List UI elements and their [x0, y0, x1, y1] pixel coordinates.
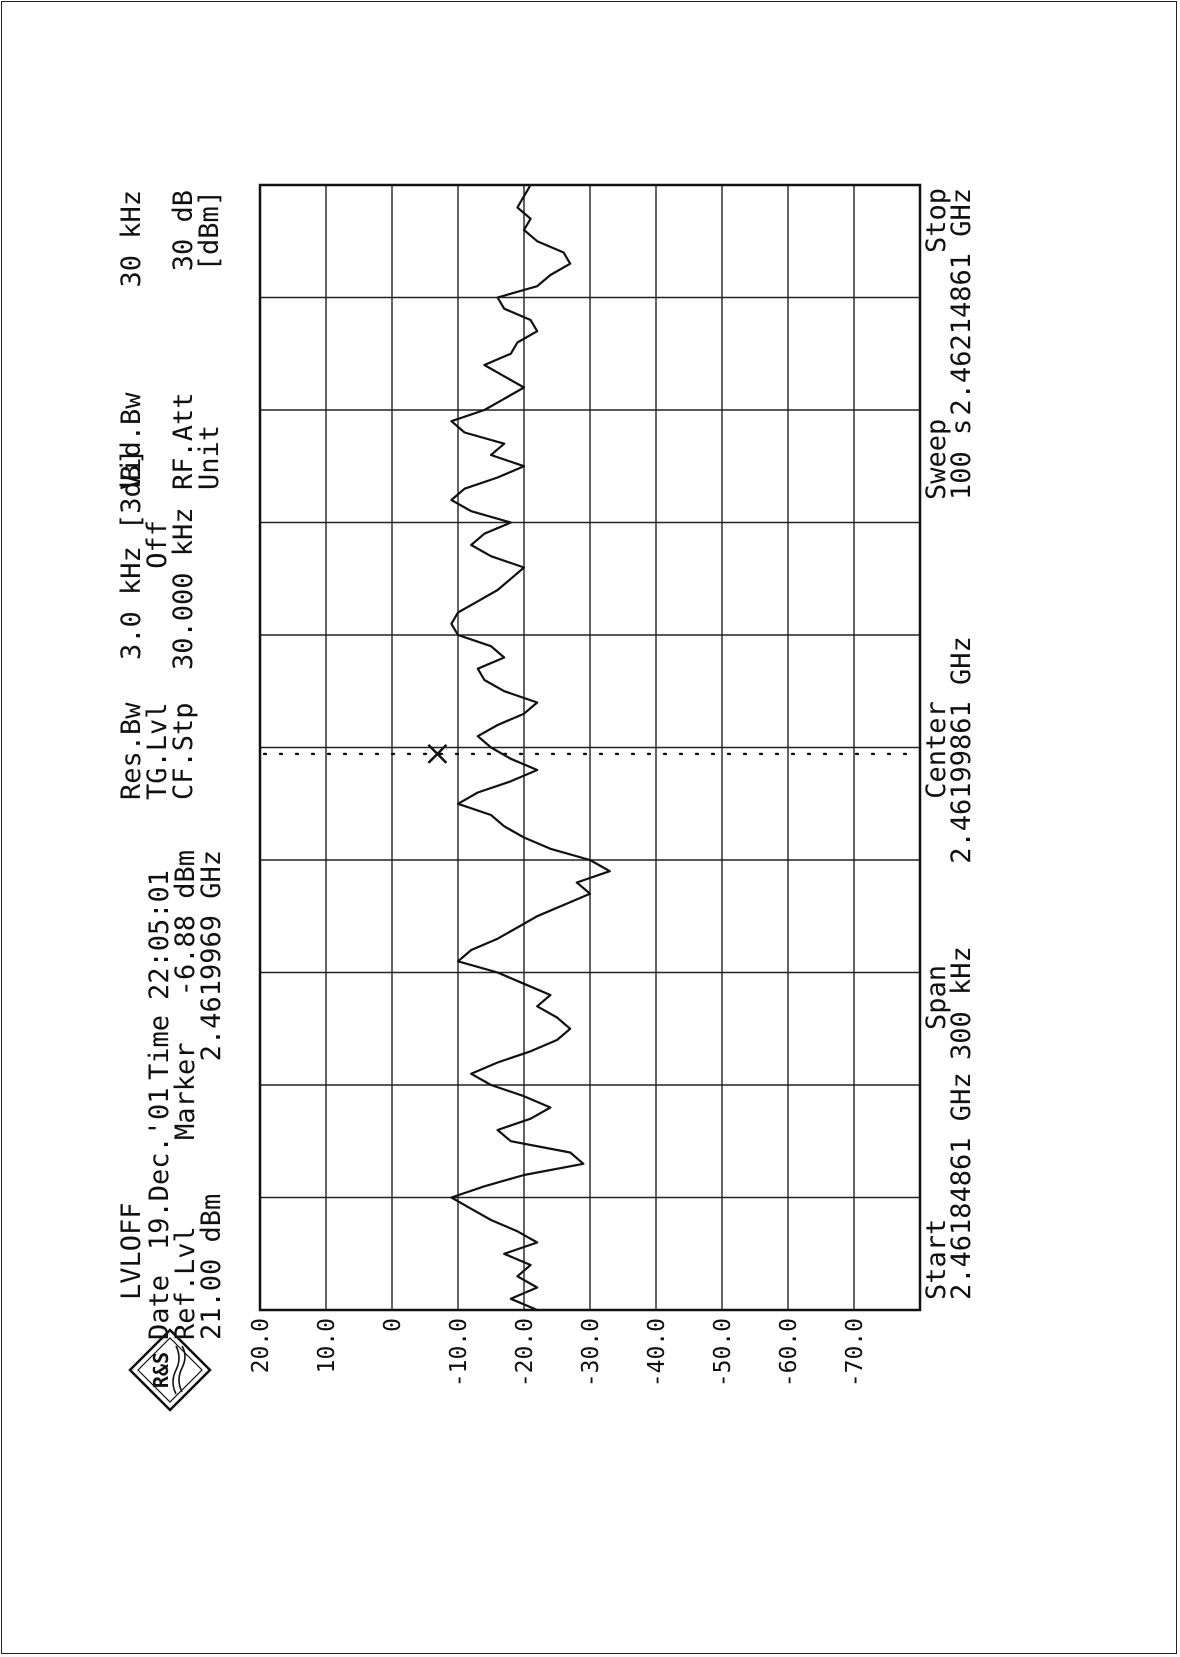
y-tick-label: 10.0: [314, 1318, 340, 1373]
y-tick-label: 0: [380, 1318, 406, 1332]
ref-value: 21.00 dBm: [196, 1194, 227, 1340]
tg-label: TG.Lvl: [142, 702, 173, 800]
marker-symbol: [427, 744, 448, 764]
center-label: Center: [921, 701, 952, 799]
rs-logo-text: R&S: [149, 1352, 173, 1388]
rs-logo: R&S: [128, 1328, 212, 1412]
plot-grid: [260, 185, 920, 1310]
sweep-value: 100 s: [946, 419, 977, 500]
spectrum-chart: R&S LVLOFF Date 19.Dec.'01 Time 22:05:01…: [116, 183, 977, 1412]
time-value: 22:05:01: [144, 870, 175, 1000]
rfatt-value: 30 dB: [168, 190, 199, 271]
marker-level: -6.88 dBm: [170, 850, 201, 996]
header-annotations: LVLOFF Date 19.Dec.'01 Time 22:05:01 Ref…: [116, 190, 227, 1340]
y-tick-label: -20.0: [512, 1318, 538, 1387]
y-tick-label: -40.0: [644, 1318, 670, 1387]
resbw-value: 3.0 kHz [3dB]: [116, 449, 147, 660]
y-tick-labels: 20.0 10.0 0 -10.0 -20.0 -30.0 -40.0 -50.0 -60.0 -…: [248, 1318, 868, 1387]
time-label: Time: [144, 1015, 175, 1080]
plot-frame: [258, 183, 922, 1312]
spectrum-trace: [450, 184, 611, 1312]
y-tick-label: -60.0: [776, 1318, 802, 1387]
sweep-label: Sweep: [921, 419, 952, 500]
span-label: Span: [921, 965, 952, 1030]
y-tick-label: 20.0: [248, 1318, 274, 1373]
start-label: Start: [921, 1219, 952, 1300]
stop-value: 2.46214861 GHz: [946, 188, 977, 416]
unit-label: Unit: [194, 425, 225, 490]
start-value: 2.46184861 GHz: [946, 1072, 977, 1300]
marker-x-stroke: [427, 744, 448, 764]
y-tick-label: -10.0: [446, 1318, 472, 1387]
center-value: 2.46199861 GHz: [946, 636, 977, 864]
cf-value: 30.000 kHz: [168, 507, 199, 670]
footer-annotations: Start 2.46184861 GHz Span 300 kHz Center…: [921, 188, 977, 1300]
marker-label: Marker: [170, 1042, 201, 1140]
marker-freq: 2.4619969 GHz: [196, 850, 227, 1061]
vidbw-value: 30 kHz: [116, 190, 147, 288]
ref-label: Ref.Lvl: [170, 1226, 201, 1340]
cf-label: CF.Stp: [168, 702, 199, 800]
vidbw-label: Vid.Bw: [116, 392, 147, 490]
mode-label: LVLOFF: [116, 1202, 147, 1300]
unit-value: [dBm]: [194, 190, 225, 271]
y-tick-label: -30.0: [578, 1318, 604, 1387]
tg-value: Off: [142, 520, 173, 569]
y-tick-label: -70.0: [842, 1318, 868, 1387]
resbw-label: Res.Bw: [116, 702, 147, 800]
stop-label: Stop: [921, 188, 952, 253]
span-value: 300 kHz: [946, 946, 977, 1060]
y-tick-label: -50.0: [710, 1318, 736, 1387]
date-label: Date: [144, 1275, 175, 1340]
analyzer-printout: R&S LVLOFF Date 19.Dec.'01 Time 22:05:01…: [90, 150, 990, 1450]
rfatt-label: RF.Att: [168, 392, 199, 490]
date-value: 19.Dec.'01: [144, 1087, 175, 1250]
